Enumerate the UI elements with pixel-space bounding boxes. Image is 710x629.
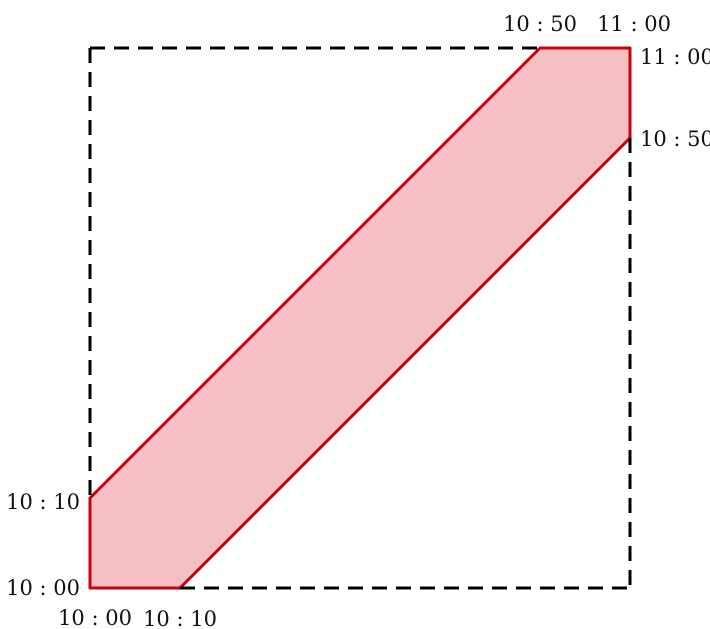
bottom-label-10-10: 10 : 10	[143, 607, 217, 629]
right-label-11-00: 11 : 00	[640, 45, 710, 69]
top-label-11-00: 11 : 00	[597, 12, 671, 36]
bottom-label-10-00: 10 : 00	[58, 606, 132, 629]
left-label-10-10: 10 : 10	[6, 490, 80, 514]
left-label-10-00: 10 : 00	[6, 576, 80, 600]
right-label-10-50: 10 : 50	[640, 127, 710, 151]
top-label-10-50: 10 : 50	[503, 12, 577, 36]
shaded-band-region	[88, 46, 632, 590]
